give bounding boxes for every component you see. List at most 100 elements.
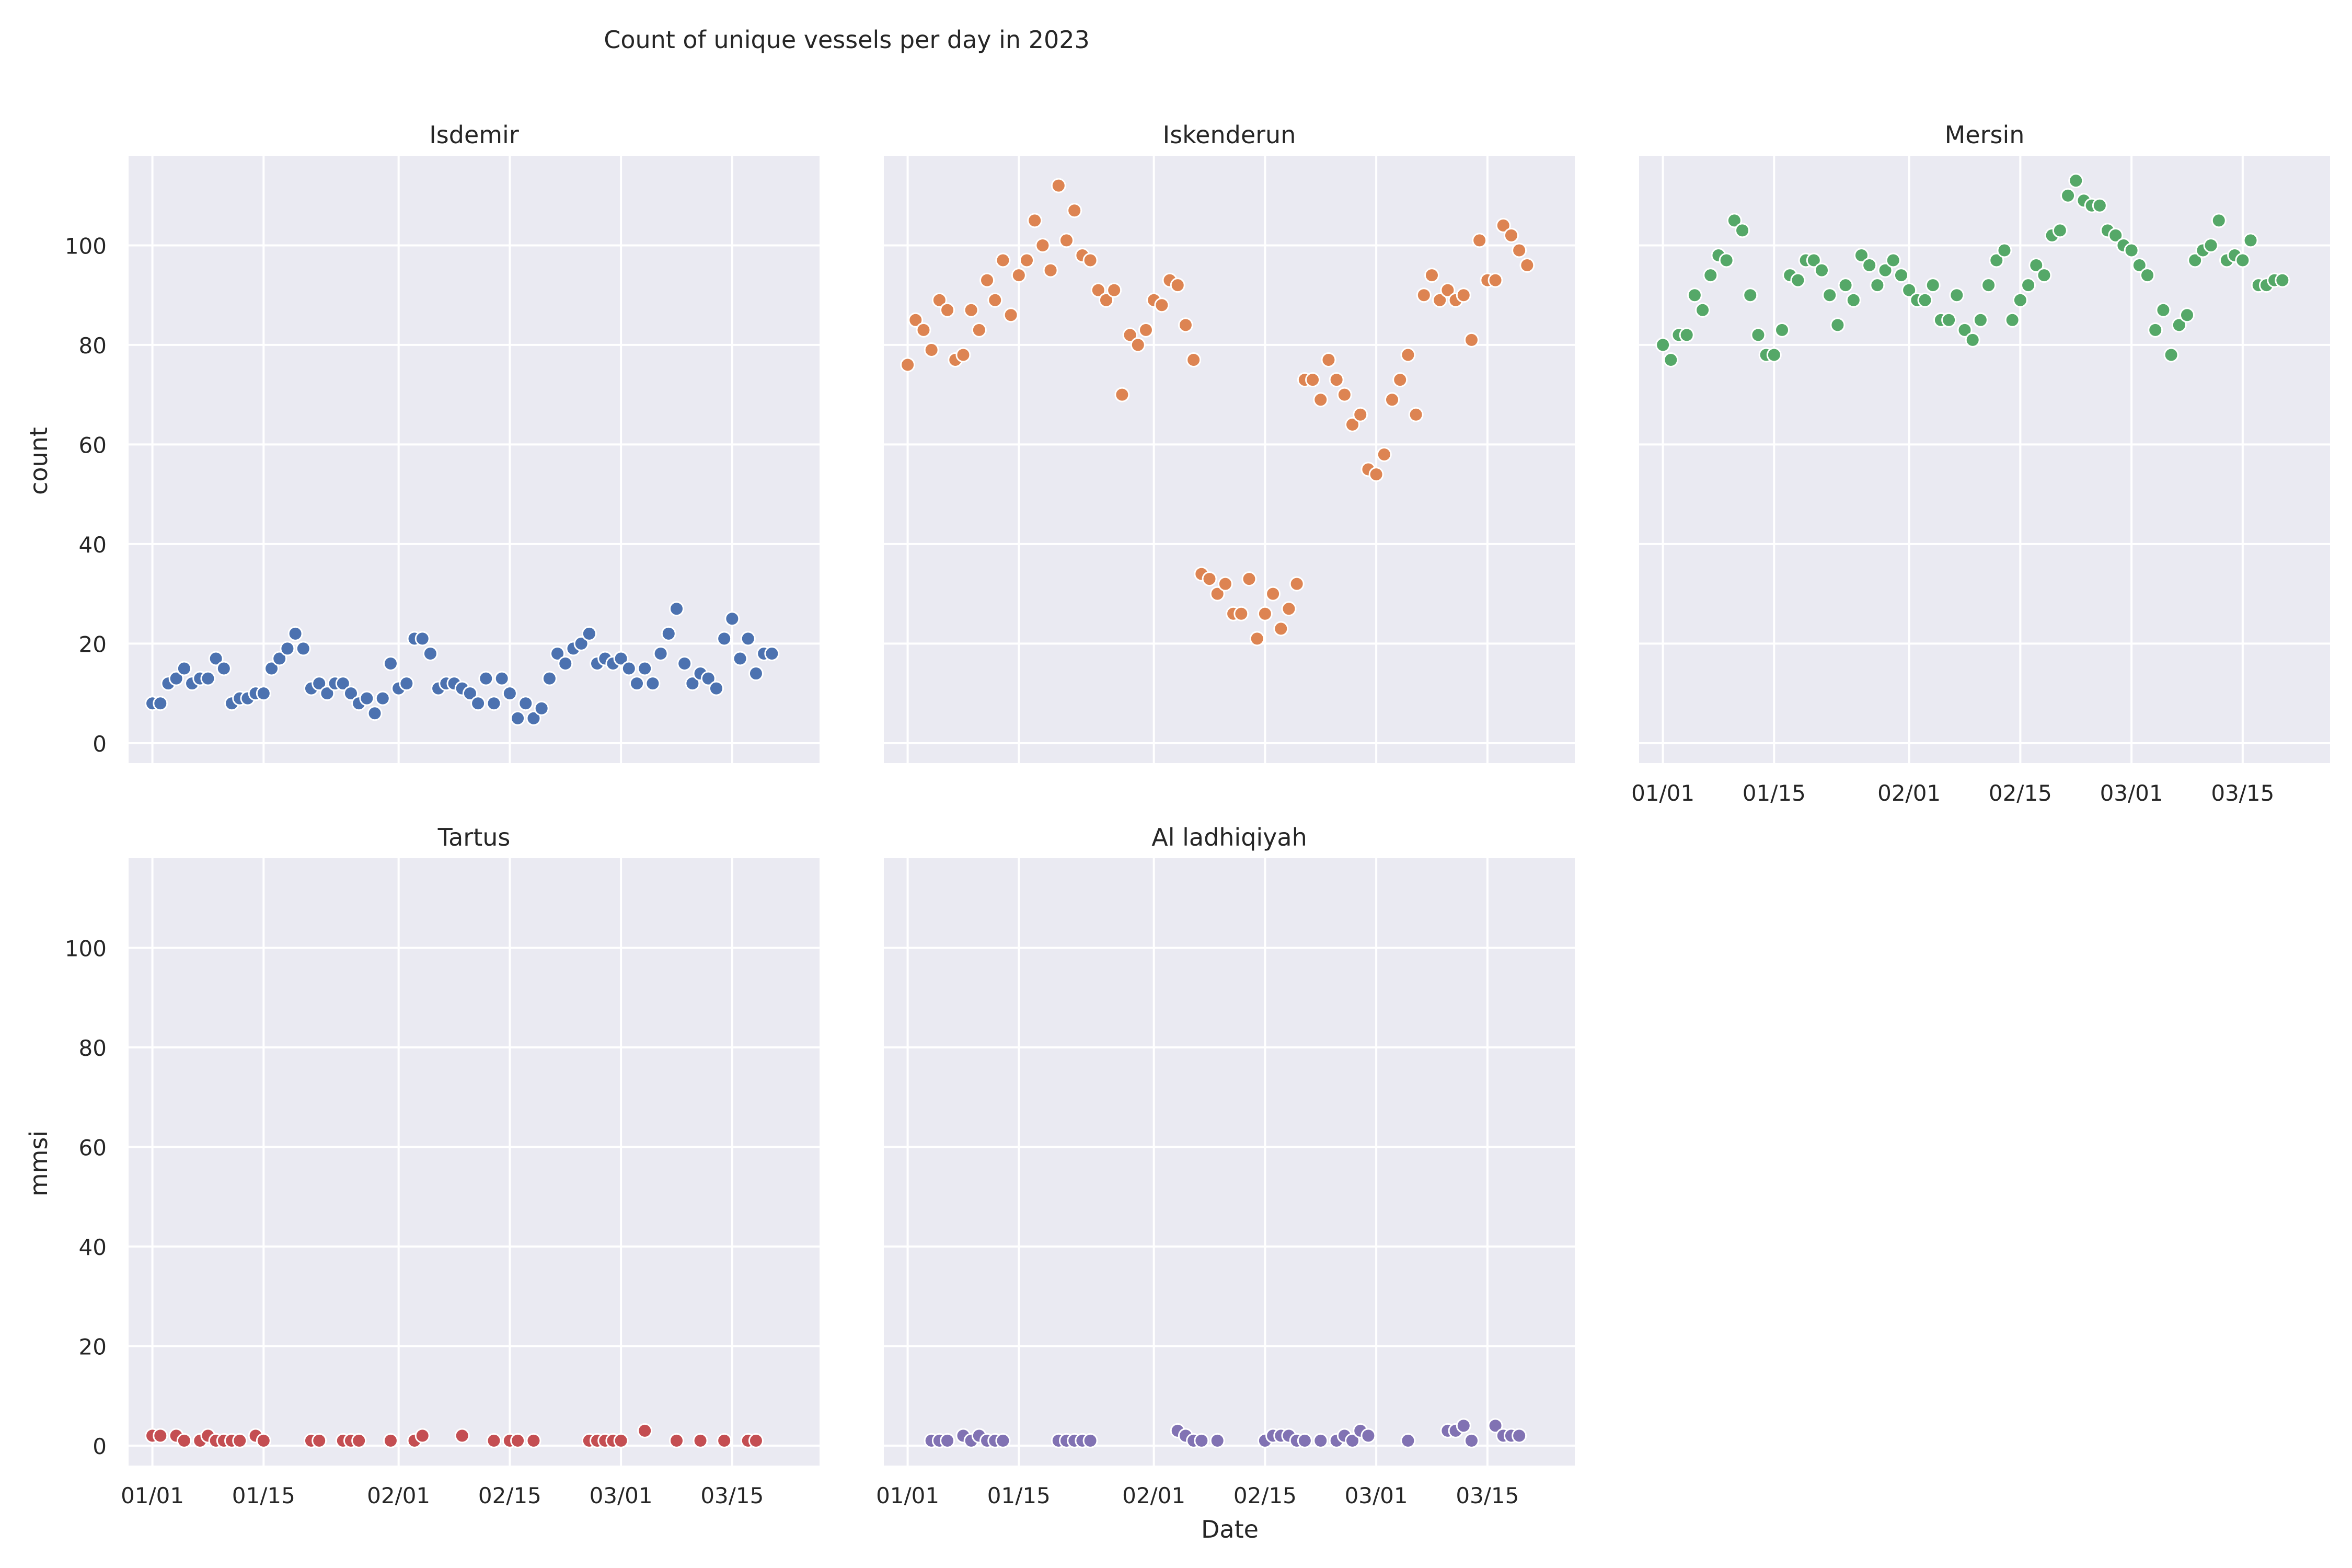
y-tick-label: 60 (79, 432, 107, 458)
data-point (2211, 213, 2227, 228)
data-point (256, 686, 271, 701)
data-point (2171, 317, 2187, 333)
data-point (454, 1428, 470, 1444)
data-point (2179, 307, 2195, 323)
plot-area (129, 858, 820, 1466)
data-point (940, 302, 955, 318)
data-point (1194, 1433, 1209, 1448)
data-point (1456, 287, 1471, 303)
data-point (367, 706, 383, 721)
y-axis-label-bottom: mmsi (25, 1131, 53, 1196)
x-tick-label: 03/01 (1345, 1483, 1408, 1508)
data-point (502, 686, 517, 701)
plot-area (884, 156, 1575, 763)
data-point (2187, 252, 2203, 268)
data-point (1512, 243, 1527, 258)
data-point (1178, 317, 1193, 333)
data-point (1368, 467, 1384, 482)
data-point (176, 1433, 192, 1448)
data-point (312, 676, 327, 691)
data-point (1313, 1433, 1329, 1448)
data-point (1186, 352, 1202, 368)
data-point (478, 671, 494, 686)
data-point (955, 347, 971, 363)
data-point (414, 1428, 430, 1444)
x-tick-label: 01/01 (1631, 780, 1694, 806)
data-point (1217, 576, 1233, 592)
data-point (2148, 322, 2163, 338)
data-point (637, 661, 653, 676)
data-point (1814, 262, 1829, 278)
data-point (1058, 233, 1074, 248)
data-point (1336, 387, 1352, 402)
data-point (1512, 1428, 1527, 1444)
data-point (2275, 272, 2290, 288)
data-point (1949, 287, 1965, 303)
data-point (1321, 352, 1336, 368)
data-point (693, 1433, 708, 1448)
data-point (987, 292, 1003, 308)
data-point (2060, 188, 2076, 203)
data-point (1241, 571, 1257, 587)
plot-area (129, 156, 820, 763)
data-point (1416, 287, 1432, 303)
data-point (1679, 327, 1694, 343)
data-point (319, 686, 335, 701)
data-point (1663, 352, 1679, 368)
data-point (1846, 292, 1861, 308)
data-point (1989, 252, 2004, 268)
data-point (526, 1433, 541, 1448)
x-tick-label: 01/15 (987, 1483, 1051, 1508)
data-point (1289, 576, 1305, 592)
data-point (900, 357, 916, 373)
data-point (668, 601, 684, 617)
data-point (2235, 252, 2251, 268)
data-point (1488, 272, 1503, 288)
data-point (2052, 223, 2068, 238)
y-tick-label: 100 (65, 936, 107, 961)
data-point (940, 1433, 955, 1448)
data-point (312, 1433, 327, 1448)
data-point (1408, 407, 1424, 422)
data-point (216, 661, 232, 676)
panels: Isdemir 0 20 40 60 80 100 Iskenderun Mersin 01/01… (65, 121, 2330, 1508)
data-point (1138, 322, 1154, 338)
data-point (1035, 237, 1051, 253)
data-point (1098, 292, 1114, 308)
data-point (1305, 372, 1321, 388)
data-point (2140, 268, 2155, 283)
data-point (916, 322, 931, 338)
data-point (1901, 282, 1917, 298)
y-tick-label: 40 (79, 532, 107, 558)
panel-title: Mersin (1945, 121, 2025, 149)
data-point (995, 252, 1011, 268)
panel-5: Al ladhiqiyah 01/01 01/15 02/01 02/15 03/01 03… (876, 823, 1575, 1508)
x-tick-label: 01/01 (876, 1483, 939, 1508)
data-point (908, 312, 924, 328)
data-point (1463, 332, 1479, 348)
y-tick-label: 20 (79, 1334, 107, 1359)
data-point (1743, 287, 1758, 303)
data-point (383, 656, 398, 672)
data-point (176, 661, 192, 676)
data-point (924, 342, 939, 358)
data-point (1051, 178, 1066, 193)
data-point (232, 1433, 248, 1448)
x-tick-label: 02/01 (367, 1483, 430, 1508)
data-point (1735, 223, 1750, 238)
plot-area (1639, 156, 2330, 763)
data-point (383, 1433, 398, 1448)
data-point (685, 676, 700, 691)
data-point (1400, 347, 1416, 363)
panel-2: Iskenderun (884, 121, 1575, 763)
data-point (1925, 278, 1941, 293)
data-point (1456, 1418, 1471, 1434)
data-point (1273, 621, 1289, 637)
panel-3: Mersin 01/01 01/15 02/01 02/15 03/01 03/15 (1631, 121, 2330, 806)
data-point (272, 651, 287, 666)
data-point (2124, 243, 2139, 258)
data-point (1003, 307, 1019, 323)
figure-title: Count of unique vessels per day in 2023 (604, 26, 1090, 54)
x-tick-label: 02/15 (1989, 780, 2052, 806)
data-point (1472, 233, 1488, 248)
